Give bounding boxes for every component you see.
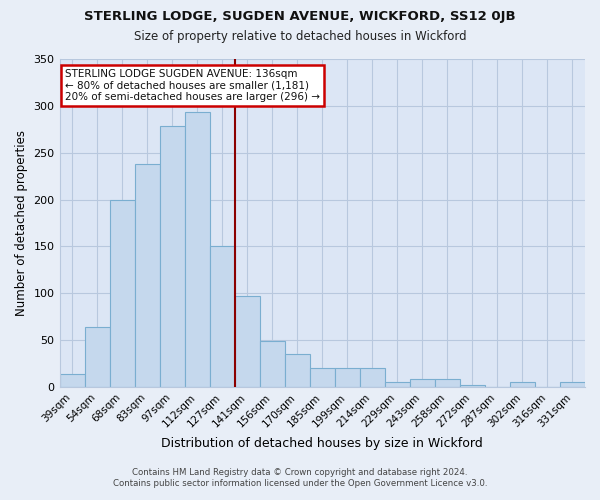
Bar	[110, 200, 134, 387]
Bar	[410, 380, 435, 387]
X-axis label: Distribution of detached houses by size in Wickford: Distribution of detached houses by size …	[161, 437, 483, 450]
Bar	[85, 327, 110, 387]
Bar	[335, 368, 360, 387]
Y-axis label: Number of detached properties: Number of detached properties	[15, 130, 28, 316]
Text: Size of property relative to detached houses in Wickford: Size of property relative to detached ho…	[134, 30, 466, 43]
Bar	[560, 382, 585, 387]
Bar	[185, 112, 209, 387]
Bar	[59, 374, 85, 387]
Bar	[285, 354, 310, 387]
Bar	[385, 382, 410, 387]
Bar	[134, 164, 160, 387]
Bar	[460, 385, 485, 387]
Text: STERLING LODGE SUGDEN AVENUE: 136sqm
← 80% of detached houses are smaller (1,181: STERLING LODGE SUGDEN AVENUE: 136sqm ← 8…	[65, 69, 320, 102]
Text: STERLING LODGE, SUGDEN AVENUE, WICKFORD, SS12 0JB: STERLING LODGE, SUGDEN AVENUE, WICKFORD,…	[84, 10, 516, 23]
Bar	[360, 368, 385, 387]
Bar	[510, 382, 535, 387]
Bar	[235, 296, 260, 387]
Bar	[260, 341, 285, 387]
Bar	[310, 368, 335, 387]
Bar	[435, 380, 460, 387]
Text: Contains HM Land Registry data © Crown copyright and database right 2024.
Contai: Contains HM Land Registry data © Crown c…	[113, 468, 487, 487]
Bar	[209, 246, 235, 387]
Bar	[160, 126, 185, 387]
